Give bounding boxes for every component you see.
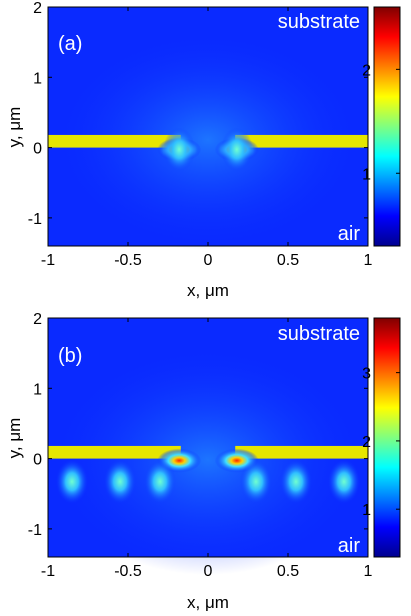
hotspot-b-3 xyxy=(104,459,136,504)
x-label-b: x, μm xyxy=(187,593,229,612)
x-ticks-a: -1 -0.5 0 0.5 1 xyxy=(41,7,373,269)
panel-b: (b) substrate air -1 -0.5 0 0.5 1 2 1 0 -1 x, μ… xyxy=(5,311,401,612)
y-label-a: y, μm xyxy=(5,107,24,148)
x-tick-label-b-2: 0 xyxy=(204,563,213,580)
colorbar-b xyxy=(373,317,401,558)
y-tick-label-b-1: 1 xyxy=(33,381,42,398)
hotspots-a xyxy=(157,127,259,172)
film-right-b xyxy=(235,445,368,459)
x-tick-label-a-2: 0 xyxy=(204,252,213,269)
x-tick-label-b-1: -0.5 xyxy=(114,563,142,580)
hotspot-b-4 xyxy=(144,459,176,504)
colorbar-a xyxy=(373,6,401,247)
hotspot-a-3 xyxy=(220,127,253,172)
x-tick-label-a-1: -0.5 xyxy=(114,252,142,269)
colorbar-tick-label-b-1: 2 xyxy=(362,434,371,451)
panel-a: (a) substrate air -1 -0.5 0 0.5 1 210-1 x, μ… xyxy=(5,0,401,300)
hotspot-a-2 xyxy=(163,127,196,172)
field-halo-a xyxy=(53,30,363,250)
hotspot-b-5 xyxy=(240,459,272,504)
colorbar-ticks-a: 21 xyxy=(362,62,400,183)
x-tick-label-b-3: 0.5 xyxy=(277,563,299,580)
air-label-a: air xyxy=(338,223,361,245)
y-tick-label-a-0: 2 xyxy=(33,0,42,17)
air-label-b: air xyxy=(338,535,361,557)
colorbar-tick-label-a-0: 2 xyxy=(362,62,371,79)
panel-label-b: (b) xyxy=(58,345,82,367)
x-tick-label-a-4: 1 xyxy=(364,252,373,269)
x-tick-label-a-0: -1 xyxy=(41,252,55,269)
film-left-b xyxy=(48,445,181,459)
x-label-a: x, μm xyxy=(187,281,229,300)
x-tick-label-a-3: 0.5 xyxy=(277,252,299,269)
y-tick-label-a-1: 1 xyxy=(33,70,42,87)
y-ticks-a: 2 1 0 -1 xyxy=(28,0,368,228)
hotspot-b-7 xyxy=(328,459,360,504)
panel-label-a: (a) xyxy=(58,33,82,55)
film-right-a xyxy=(235,134,368,148)
y-tick-label-a-3: -1 xyxy=(28,211,42,228)
x-tick-label-b-4: 1 xyxy=(364,563,373,580)
y-tick-label-b-0: 2 xyxy=(33,311,42,328)
y-label-b: y, μm xyxy=(5,418,24,459)
colorbar-ticks-b: 3 2 1 xyxy=(362,366,400,519)
y-tick-label-b-2: 0 xyxy=(33,452,42,469)
colorbar-tick-label-b-2: 1 xyxy=(362,502,371,519)
x-ticks-b: -1 -0.5 0 0.5 1 xyxy=(41,318,373,580)
colorbar-tick-label-a-1: 1 xyxy=(362,166,371,183)
substrate-label-a: substrate xyxy=(278,11,360,33)
y-tick-label-a-2: 0 xyxy=(33,141,42,158)
film-left-a xyxy=(48,134,181,148)
y-tick-label-b-3: -1 xyxy=(28,522,42,539)
hotspots-b xyxy=(56,448,360,504)
x-tick-label-b-0: -1 xyxy=(41,563,55,580)
field-halo-b xyxy=(48,345,368,575)
hotspot-b-6 xyxy=(280,459,312,504)
colorbar-tick-label-b-0: 3 xyxy=(362,366,371,383)
substrate-label-b: substrate xyxy=(278,323,360,345)
y-ticks-b: 2 1 0 -1 xyxy=(28,311,368,539)
hotspot-b-2 xyxy=(56,459,88,504)
